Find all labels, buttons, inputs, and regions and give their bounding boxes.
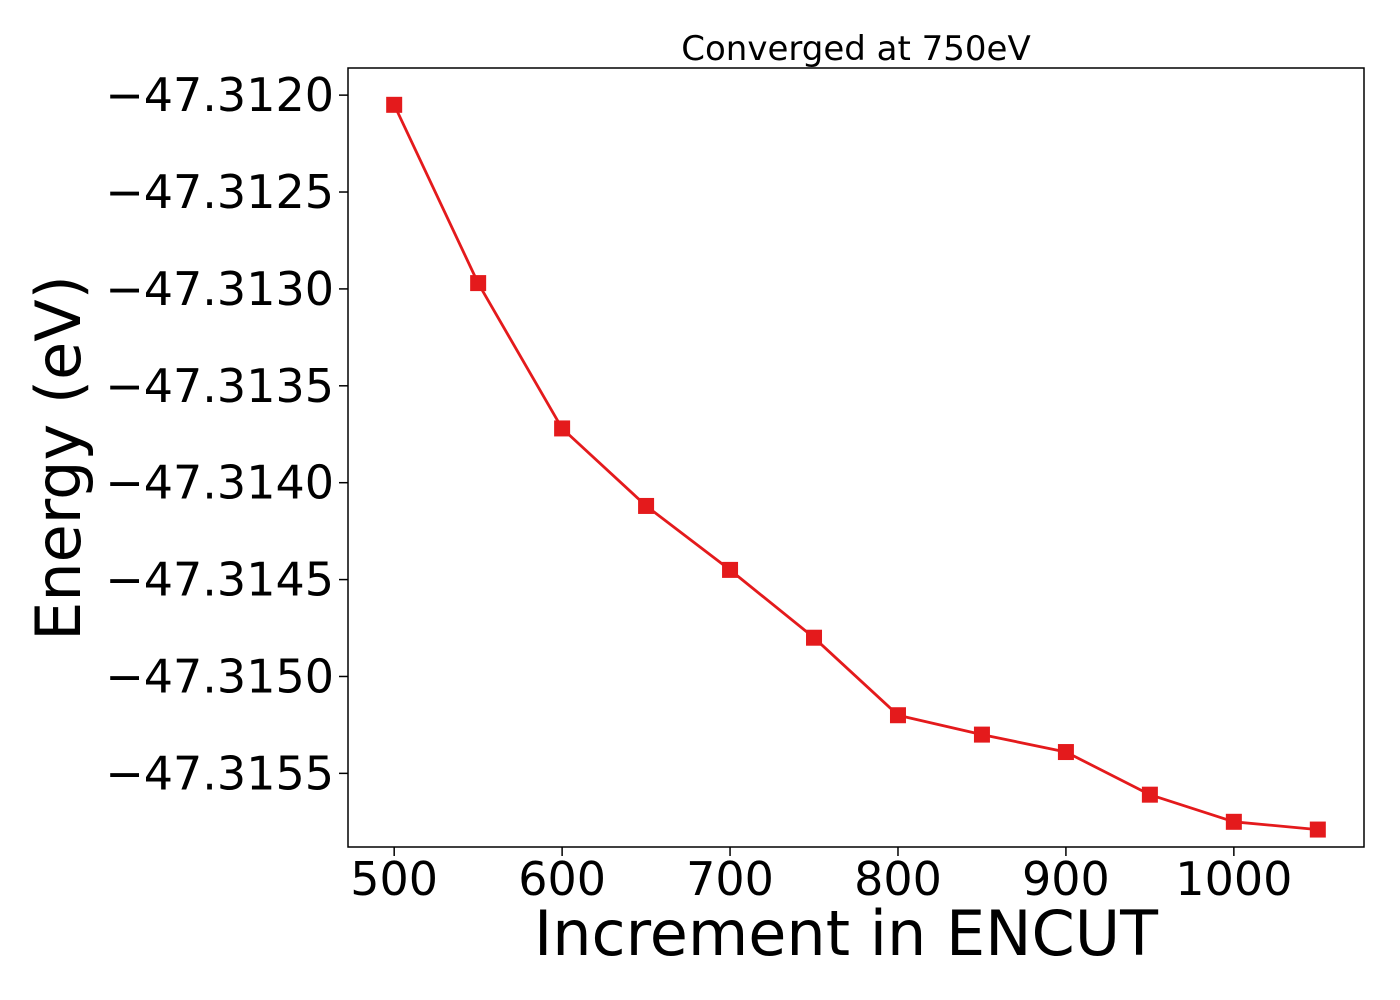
data-point-marker [889, 707, 906, 724]
y-tick-label: −47.3125 [105, 165, 334, 219]
y-tick-label: −47.3150 [105, 649, 334, 703]
x-tick-label: 600 [518, 852, 606, 906]
data-point-marker [1225, 813, 1242, 830]
data-point-marker [1141, 786, 1158, 803]
y-tick-label: −47.3140 [105, 456, 334, 510]
chart-title: Converged at 750eV [681, 29, 1030, 69]
data-point-marker [806, 629, 823, 646]
y-tick-label: −47.3145 [105, 553, 334, 607]
plot-frame [347, 67, 1365, 848]
x-axis-label: Increment in ENCUT [534, 897, 1159, 970]
x-tick-label: 500 [350, 852, 438, 906]
data-point-marker [638, 497, 655, 514]
data-point-marker [1057, 744, 1074, 761]
y-tick-label: −47.3120 [105, 68, 334, 122]
x-axis: 500 600 700 800 900 1000 [350, 847, 1292, 906]
y-axis-label: Energy (eV) [22, 275, 95, 641]
data-point-marker [1309, 821, 1326, 838]
x-tick-label: 700 [686, 852, 774, 906]
data-point-marker [470, 275, 487, 292]
data-point-marker [973, 726, 990, 743]
data-point-marker [554, 420, 571, 437]
data-point-marker [386, 96, 403, 113]
x-tick-label: 900 [1022, 852, 1110, 906]
y-tick-label: −47.3135 [105, 359, 334, 413]
y-tick-label: −47.3130 [105, 262, 334, 316]
x-tick-label: 1000 [1175, 852, 1292, 906]
y-tick-label: −47.3155 [105, 746, 334, 800]
y-axis: −47.3120 −47.3125 −47.3130 −47.3135 −47.3140… [105, 68, 348, 800]
x-tick-label: 800 [854, 852, 942, 906]
data-point-marker [722, 561, 739, 578]
series-markers [386, 96, 1326, 838]
series-line [392, 104, 1318, 831]
